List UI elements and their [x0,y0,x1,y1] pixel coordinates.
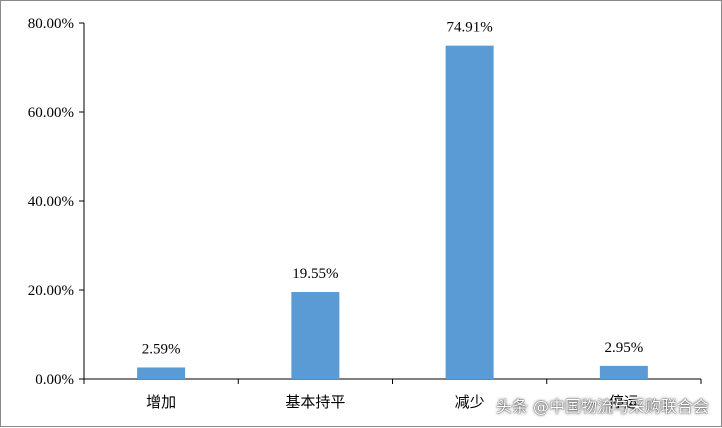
y-tick-label: 60.00% [28,105,74,121]
bar [599,365,648,379]
x-category-label: 增加 [146,393,176,411]
x-category-label: 停运 [609,393,639,411]
y-tick-label: 40.00% [28,194,74,210]
y-tick-label: 80.00% [28,16,74,32]
watermark: 头条 @中国物流与采购联合会 [495,397,709,416]
y-tick-label: 20.00% [28,283,74,299]
bar [445,45,494,379]
y-tick-label: 0.00% [35,372,74,388]
x-category-label: 基本持平 [285,393,345,411]
bar [137,367,186,379]
x-category-label: 减少 [455,393,485,411]
data-label: 2.59% [142,341,181,357]
data-label: 19.55% [292,266,338,282]
bar [291,292,340,379]
data-label: 2.95% [605,340,644,356]
data-label: 74.91% [447,20,493,36]
